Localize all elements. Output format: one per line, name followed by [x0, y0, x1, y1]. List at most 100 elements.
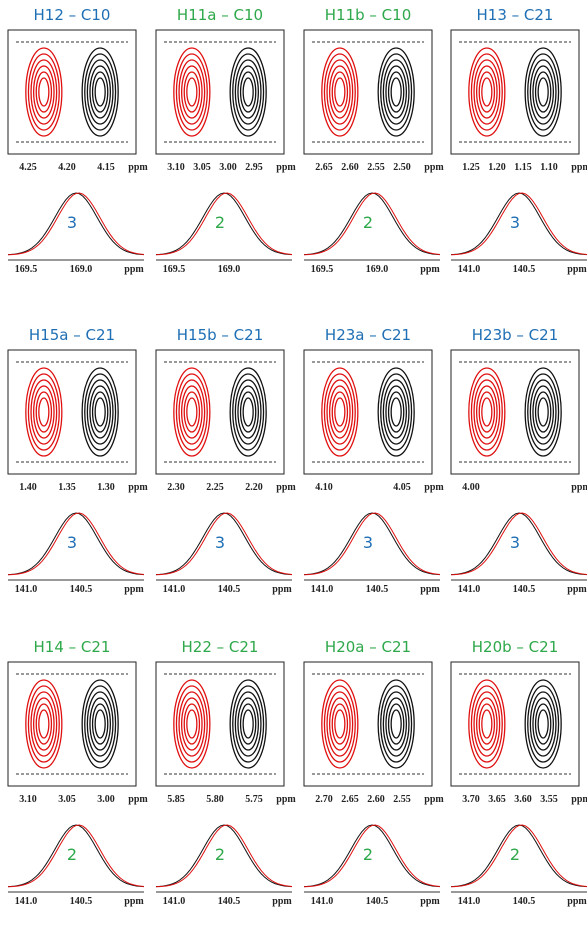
spectrum-box: [8, 662, 136, 786]
peak-count: 3: [67, 533, 77, 552]
panel-title: H12 – C10: [34, 6, 111, 24]
tick-label: 4.15: [97, 162, 115, 173]
unit-label: ppm: [272, 896, 292, 907]
tick-label: 169.0: [70, 264, 93, 275]
spectrum-box: [304, 30, 432, 154]
tick-label: 2.95: [245, 162, 263, 173]
unit-label: ppm: [571, 794, 587, 805]
tick-label: 140.5: [366, 896, 389, 907]
tick-label: 3.00: [97, 794, 115, 805]
contour: [243, 398, 253, 426]
tick-label: 1.30: [97, 482, 115, 493]
contour: [187, 398, 197, 426]
unit-label: ppm: [128, 794, 148, 805]
contour: [235, 692, 261, 756]
unit-label: ppm: [276, 162, 296, 173]
contour: [383, 60, 409, 124]
tick-label: 4.20: [58, 162, 76, 173]
contour: [383, 692, 409, 756]
peak-count: 3: [363, 533, 373, 552]
peak-count: 2: [67, 845, 77, 864]
tick-label: 3.55: [540, 794, 558, 805]
contour: [335, 398, 345, 426]
panel-title: H22 – C21: [182, 638, 259, 656]
tick-label: 169.5: [311, 264, 334, 275]
contour: [383, 380, 409, 444]
contour: [87, 692, 113, 756]
panel: H22 – C215.855.805.75ppm2141.0140.5ppm: [156, 638, 296, 907]
tick-label: 140.5: [513, 584, 536, 595]
tick-label: 141.0: [311, 896, 334, 907]
peak-count: 3: [215, 533, 225, 552]
unit-label: ppm: [276, 482, 296, 493]
spectrum-box: [304, 350, 432, 474]
tick-label: 141.0: [163, 584, 186, 595]
contour: [474, 380, 500, 444]
tick-label: 141.0: [15, 584, 38, 595]
tick-label: 3.00: [219, 162, 237, 173]
tick-label: 2.60: [341, 162, 359, 173]
contour: [31, 60, 57, 124]
tick-label: 3.10: [167, 162, 185, 173]
tick-label: 3.10: [19, 794, 37, 805]
contour: [243, 710, 253, 738]
tick-label: 140.5: [513, 896, 536, 907]
spectrum-box: [304, 662, 432, 786]
tick-label: 1.20: [488, 162, 506, 173]
figure: H12 – C104.254.204.15ppm3169.5169.0ppmH1…: [0, 0, 587, 928]
tick-label: 1.40: [19, 482, 37, 493]
tick-label: 2.30: [167, 482, 185, 493]
contour: [87, 60, 113, 124]
contour: [39, 78, 49, 106]
tick-label: 3.60: [514, 794, 532, 805]
spectrum-box: [156, 662, 284, 786]
tick-label: 4.10: [315, 482, 333, 493]
spectrum-box: [451, 30, 579, 154]
panel-title: H20b – C21: [472, 638, 558, 656]
contour: [482, 398, 492, 426]
unit-label: ppm: [124, 584, 144, 595]
panel-title: H13 – C21: [477, 6, 554, 24]
tick-label: 1.35: [58, 482, 76, 493]
unit-label: ppm: [567, 896, 587, 907]
tick-label: 2.65: [315, 162, 333, 173]
unit-label: ppm: [567, 264, 587, 275]
tick-label: 141.0: [458, 264, 481, 275]
unit-label: ppm: [128, 162, 148, 173]
panel: H13 – C211.251.201.151.10ppm3141.0140.5p…: [451, 6, 587, 275]
contour: [179, 60, 205, 124]
contour: [95, 78, 105, 106]
panel-title: H15b – C21: [177, 326, 263, 344]
tick-label: 141.0: [15, 896, 38, 907]
contour: [391, 398, 401, 426]
unit-label: ppm: [128, 482, 148, 493]
tick-label: 5.85: [167, 794, 185, 805]
contour: [235, 380, 261, 444]
spectrum-box: [451, 350, 579, 474]
contour: [327, 380, 353, 444]
contour: [243, 78, 253, 106]
panel: H20b – C213.703.653.603.55ppm2141.0140.5…: [451, 638, 587, 907]
tick-label: 2.65: [341, 794, 359, 805]
spectrum-box: [8, 30, 136, 154]
tick-label: 2.55: [393, 794, 411, 805]
contour: [235, 60, 261, 124]
tick-label: 3.05: [193, 162, 211, 173]
tick-label: 141.0: [458, 584, 481, 595]
tick-label: 1.15: [514, 162, 532, 173]
tick-label: 140.5: [513, 264, 536, 275]
unit-label: ppm: [124, 896, 144, 907]
contour: [538, 710, 548, 738]
contour: [538, 78, 548, 106]
contour: [179, 692, 205, 756]
peak-count: 2: [510, 845, 520, 864]
contour: [538, 398, 548, 426]
unit-label: ppm: [424, 482, 444, 493]
tick-label: 169.0: [218, 264, 241, 275]
contour: [335, 710, 345, 738]
